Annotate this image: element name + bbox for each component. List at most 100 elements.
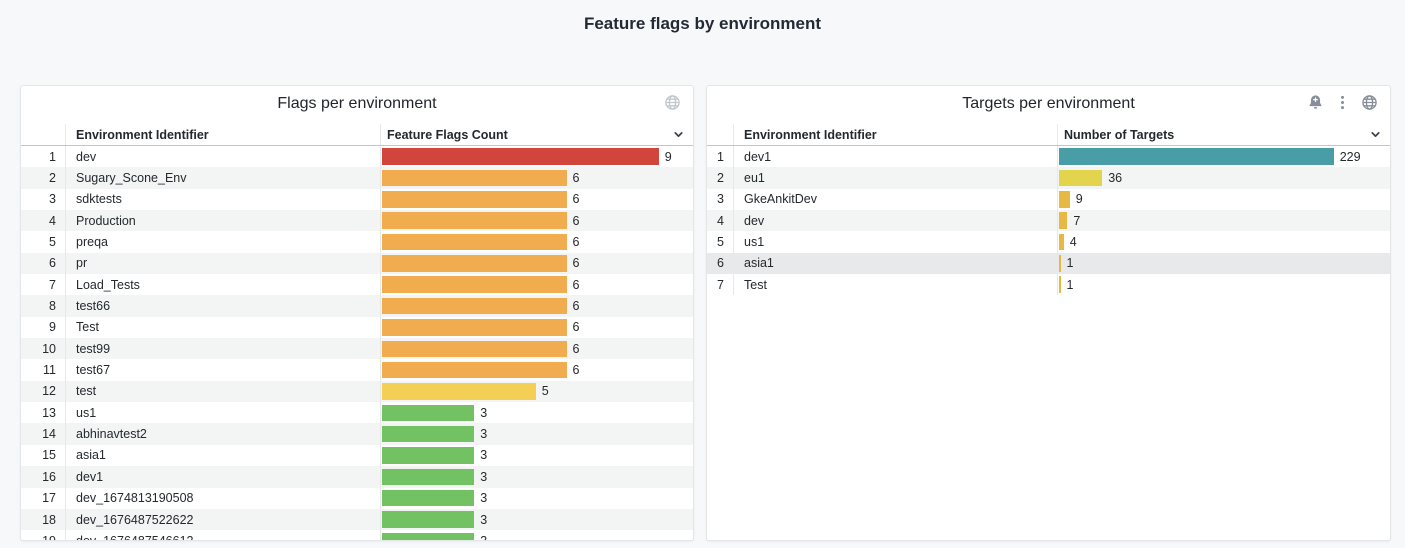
bar-value: 1 <box>1066 277 1074 292</box>
environment-name-cell: test66 <box>65 295 380 317</box>
page-title: Feature flags by environment <box>583 14 822 33</box>
environment-name-cell: dev_1676487546612 <box>65 530 380 540</box>
row-index: 17 <box>42 491 56 506</box>
bar-value: 6 <box>572 341 580 356</box>
row-index: 18 <box>42 512 56 527</box>
row-index: 2 <box>49 171 56 186</box>
bar-gauge-table: Environment Identifier Number of Targets… <box>707 124 1390 540</box>
bar <box>382 340 567 358</box>
table-row: 19dev_1676487546612 3 <box>21 530 693 540</box>
row-index: 12 <box>42 384 56 399</box>
value-column-header[interactable]: Number of Targets <box>1057 124 1390 145</box>
bar <box>382 255 567 272</box>
bar <box>1059 233 1064 251</box>
bar <box>382 468 475 486</box>
bar-gauge-cell: 3 <box>380 402 693 424</box>
bar-value: 6 <box>572 235 580 250</box>
panel-title[interactable]: Flags per environment <box>277 95 437 112</box>
environment-name-cell: asia1 <box>733 252 1057 275</box>
bar-value: 9 <box>664 149 672 164</box>
bar <box>382 404 475 422</box>
environment-identifier-column-header[interactable]: Environment Identifier <box>65 124 380 145</box>
row-index-column-header <box>21 124 65 145</box>
bar-value: 6 <box>572 299 580 314</box>
environment-name-cell: Sugary_Scone_Env <box>65 167 380 189</box>
environment-name-cell: dev_1676487522622 <box>65 508 380 531</box>
bar-gauge-cell: 6 <box>380 167 693 189</box>
bar <box>1059 212 1068 229</box>
value-column-header-label: Number of Targets <box>1064 127 1175 142</box>
bar <box>382 447 475 464</box>
chevron-down-icon[interactable] <box>1369 128 1382 141</box>
table-header-row: Environment Identifier Feature Flags Cou… <box>21 124 693 146</box>
environment-name-cell: sdktests <box>65 188 380 211</box>
row-index: 9 <box>49 320 56 335</box>
bar-value: 6 <box>572 320 580 335</box>
bar-gauge-cell: 6 <box>380 210 693 232</box>
bar-value: 3 <box>480 469 488 484</box>
bar-gauge-cell: 6 <box>380 316 693 339</box>
bar-gauge-cell: 3 <box>380 423 693 445</box>
bar-gauge-cell: 3 <box>380 508 693 531</box>
value-column-header[interactable]: Feature Flags Count <box>380 124 693 145</box>
kebab-icon[interactable] <box>1334 94 1351 111</box>
bar-gauge-cell: 7 <box>1057 210 1390 232</box>
bar-gauge-cell: 3 <box>380 487 693 509</box>
bar <box>382 489 475 507</box>
table-row: 2 Sugary_Scone_Env 6 <box>21 167 693 189</box>
bar-gauge-cell: 6 <box>380 295 693 317</box>
table-row: 11 test67 6 <box>21 359 693 381</box>
globe-icon[interactable] <box>1361 94 1378 111</box>
row-index: 4 <box>717 213 724 228</box>
bell-plus-icon[interactable] <box>1307 94 1324 111</box>
table-row: 7 Load_Tests 6 <box>21 274 693 296</box>
bar-gauge-cell: 5 <box>380 380 693 403</box>
row-index: 15 <box>42 448 56 463</box>
globe-icon[interactable] <box>664 94 681 111</box>
chevron-down-icon[interactable] <box>672 128 685 141</box>
table-row: 4 Production 6 <box>21 210 693 232</box>
row-index: 19 <box>21 530 65 540</box>
row-index: 2 <box>717 171 724 186</box>
bar-gauge-table: Environment Identifier Feature Flags Cou… <box>21 124 693 540</box>
bar-value: 9 <box>1075 192 1083 207</box>
row-index: 6 <box>49 256 56 271</box>
panel-flags-per-environment: Flags per environment Environment Identi… <box>20 85 694 541</box>
table-row: 4 dev 7 <box>707 210 1390 232</box>
bar-value: 3 <box>480 405 488 420</box>
environment-identifier-column-header[interactable]: Environment Identifier <box>733 124 1057 145</box>
table-row: 9 Test 6 <box>21 316 693 339</box>
bar <box>1059 169 1103 187</box>
row-index: 4 <box>49 213 56 228</box>
bar-value: 6 <box>572 277 580 292</box>
bar <box>382 276 567 293</box>
panel-header: Targets per environment <box>707 86 1390 124</box>
environment-name-cell: GkeAnkitDev <box>733 188 1057 211</box>
table-body: 1 dev1 229 2 eu1 36 3 GkeAnkitDev 9 4 dev 7 5 us1 4 6 as… <box>707 146 1390 540</box>
table-row: 3 GkeAnkitDev 9 <box>707 188 1390 211</box>
bar-gauge-cell: 6 <box>380 274 693 296</box>
bar-gauge-cell: 229 <box>1057 146 1390 168</box>
row-index: 11 <box>43 363 56 378</box>
table-row: 17 dev_1674813190508 3 <box>21 487 693 509</box>
table-row: 3 sdktests 6 <box>21 188 693 211</box>
bar-gauge-cell: 4 <box>1057 231 1390 253</box>
row-index-column-header <box>707 124 733 145</box>
environment-name-cell: preqa <box>65 231 380 253</box>
panel-title[interactable]: Targets per environment <box>962 95 1135 112</box>
row-index: 7 <box>717 277 724 292</box>
bar-value: 3 <box>480 491 488 506</box>
environment-name-cell: abhinavtest2 <box>65 423 380 445</box>
table-row: 2 eu1 36 <box>707 167 1390 189</box>
environment-name-cell: dev <box>65 146 380 168</box>
row-index: 5 <box>49 235 56 250</box>
environment-name-cell: Test <box>733 274 1057 296</box>
bar-value: 1 <box>1066 256 1074 271</box>
value-column-header-label: Feature Flags Count <box>387 127 508 142</box>
environment-name-cell: test99 <box>65 338 380 360</box>
bar-value: 6 <box>572 192 580 207</box>
bar-gauge-cell: 3 <box>380 466 693 488</box>
bar-value: 36 <box>1108 171 1123 186</box>
environment-name-cell: asia1 <box>65 444 380 467</box>
